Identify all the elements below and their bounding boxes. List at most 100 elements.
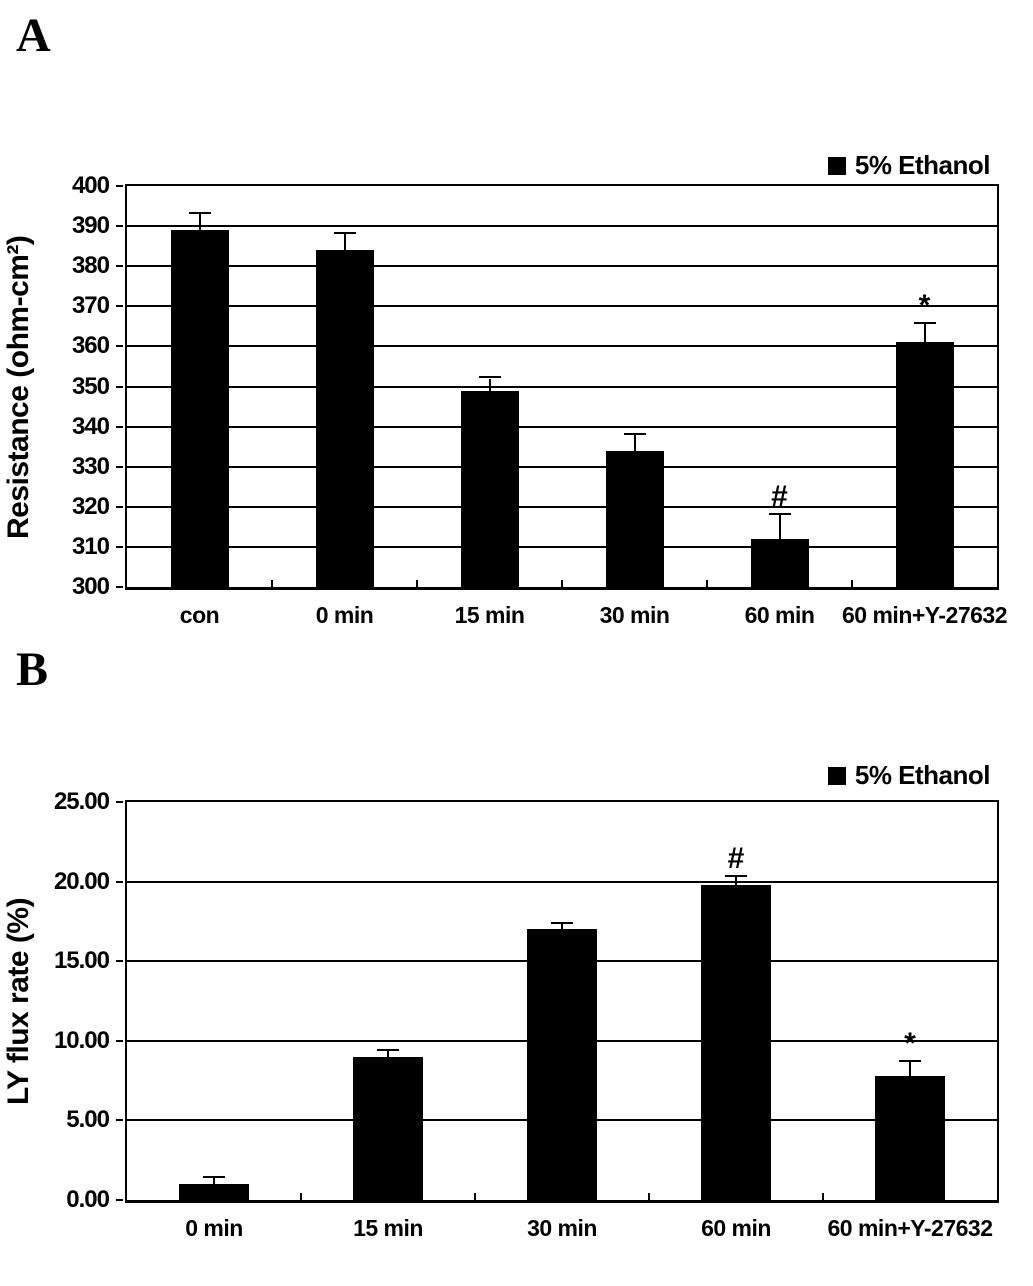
error-bar-cap: [478, 376, 501, 379]
x-category-label: 60 min+Y-27632: [827, 1215, 993, 1241]
legend-label: 5% Ethanol: [854, 150, 991, 180]
y-axis-tick: [116, 960, 123, 963]
y-tick-label: 400: [71, 172, 110, 199]
error-bar: [343, 234, 346, 251]
panel-a-legend: 5% Ethanol: [827, 150, 991, 181]
y-tick-label: 0.00: [66, 1186, 110, 1213]
gridline: [127, 425, 997, 428]
error-bar-cap: [333, 232, 356, 235]
legend-swatch: [827, 766, 846, 785]
bar: [875, 1075, 945, 1200]
bar: [179, 1184, 249, 1200]
bar: [701, 884, 771, 1200]
y-axis-tick: [116, 185, 123, 187]
gridline: [127, 505, 997, 508]
bar: [170, 230, 229, 587]
y-tick-label: 310: [71, 532, 110, 560]
y-axis-tick: [116, 1039, 123, 1042]
bar: [460, 390, 519, 587]
x-category-label: 0 min: [185, 1215, 243, 1241]
error-bar-cap: [551, 921, 573, 924]
x-axis-tick: [474, 1193, 476, 1200]
gridline: [127, 225, 997, 228]
y-tick-label: 25.00: [53, 788, 110, 815]
error-bar-cap: [188, 212, 211, 215]
y-axis-tick: [116, 880, 123, 883]
error-bar-cap: [913, 322, 936, 325]
gridline: [127, 880, 997, 883]
x-category-label: 30 min: [527, 1215, 597, 1241]
significance-marker: *: [904, 1026, 916, 1060]
y-tick-label: 350: [71, 372, 110, 400]
x-axis-tick: [300, 1193, 302, 1200]
panel-b-legend: 5% Ethanol: [827, 760, 991, 791]
y-tick-label: 20.00: [53, 867, 110, 895]
error-bar: [488, 378, 491, 391]
y-tick-label: 10.00: [53, 1026, 110, 1054]
panel-b-y-axis-title: LY flux rate (%): [2, 897, 35, 1106]
error-bar: [633, 434, 636, 451]
x-axis-tick: [416, 580, 418, 587]
y-tick-label: 300: [71, 573, 110, 600]
y-tick-label: 380: [71, 252, 110, 280]
x-axis-tick: [648, 1193, 650, 1200]
error-bar: [909, 1061, 911, 1076]
y-axis-tick: [116, 385, 123, 388]
y-tick-label: 370: [71, 292, 110, 320]
x-category-label: 60 min: [744, 602, 815, 628]
y-tick-label: 15.00: [53, 947, 110, 975]
gridline: [127, 305, 997, 308]
error-bar-cap: [203, 1175, 225, 1178]
y-axis-tick: [116, 1199, 123, 1201]
y-tick-label: 360: [71, 332, 110, 360]
x-category-label: 0 min: [315, 602, 374, 628]
x-category-label: 60 min: [701, 1215, 771, 1241]
error-bar-cap: [623, 432, 646, 435]
panel-b-label: B: [16, 643, 49, 696]
error-bar: [923, 324, 926, 343]
gridline: [127, 385, 997, 388]
x-category-label: con: [179, 602, 220, 628]
x-axis-tick: [561, 580, 563, 587]
y-axis-tick: [116, 425, 123, 428]
y-tick-label: 330: [71, 452, 110, 480]
x-category-label: 15 min: [454, 602, 525, 628]
y-axis-tick: [116, 586, 123, 588]
x-category-label: 15 min: [353, 1215, 423, 1241]
x-axis-tick: [851, 580, 853, 587]
y-axis-tick: [116, 225, 123, 228]
y-axis-tick: [116, 801, 123, 803]
error-bar-cap: [899, 1059, 921, 1062]
significance-marker: #: [727, 841, 745, 875]
x-axis-tick: [822, 1193, 824, 1200]
y-axis-tick: [116, 465, 123, 468]
panel-a-plot-area: 300 310 320 330 340 350 360 370 380 390 400 con 0 mi…: [72, 172, 1008, 628]
significance-marker: *: [918, 289, 931, 323]
panel-a-label: A: [16, 9, 51, 62]
error-bar: [778, 514, 781, 539]
bar: [605, 450, 664, 587]
x-axis-tick: [271, 580, 273, 587]
bar: [315, 250, 374, 587]
error-bar: [561, 923, 563, 930]
error-bar-cap: [768, 512, 791, 515]
y-axis-tick: [116, 265, 123, 268]
y-axis-tick: [116, 545, 123, 548]
x-axis-tick: [706, 580, 708, 587]
gridline: [127, 545, 997, 548]
error-bar: [213, 1177, 215, 1185]
error-bar: [735, 876, 737, 885]
panel-b-plot-area: 0.00 5.00 10.00 15.00 20.00 25.00 0 min 15 min 3…: [54, 788, 999, 1241]
x-category-label: 30 min: [599, 602, 670, 628]
y-axis-tick: [116, 305, 123, 308]
gridline: [127, 465, 997, 468]
bar: [895, 342, 954, 587]
bar: [353, 1056, 423, 1200]
significance-marker: #: [771, 479, 788, 513]
y-axis-tick: [116, 505, 123, 508]
y-tick-label: 320: [71, 492, 110, 520]
error-bar-cap: [725, 874, 747, 877]
gridline: [127, 345, 997, 348]
legend-swatch: [827, 156, 846, 175]
